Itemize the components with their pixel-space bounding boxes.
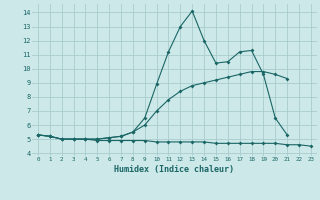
X-axis label: Humidex (Indice chaleur): Humidex (Indice chaleur) — [115, 165, 234, 174]
